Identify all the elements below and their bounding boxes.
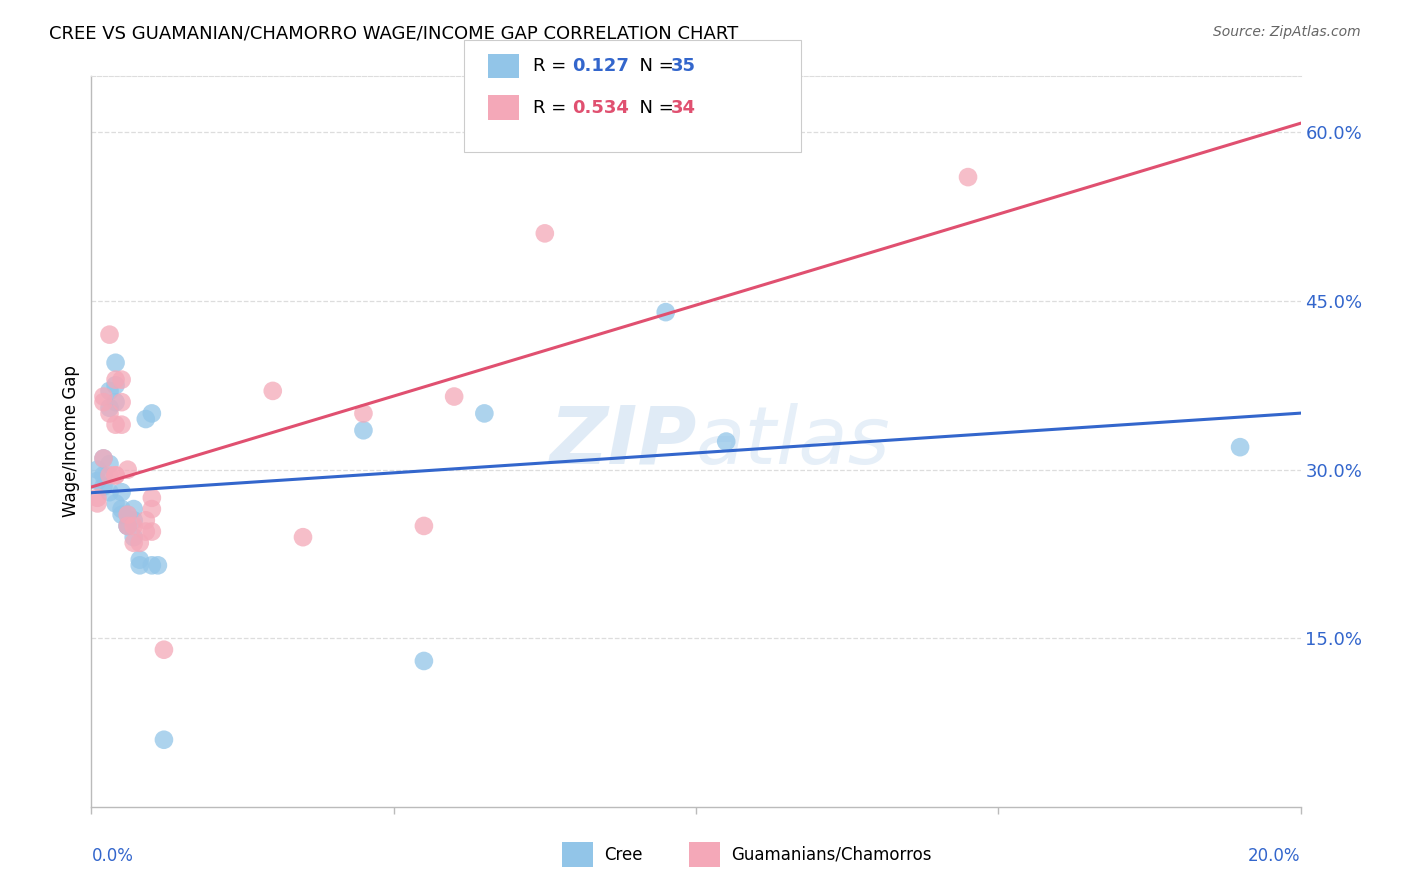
Point bbox=[98, 406, 121, 420]
Point bbox=[111, 485, 132, 500]
Point bbox=[93, 395, 115, 409]
Point bbox=[111, 502, 132, 516]
Text: Cree: Cree bbox=[605, 846, 643, 863]
Point bbox=[352, 423, 374, 437]
Point bbox=[93, 451, 115, 466]
Point bbox=[117, 463, 139, 477]
Point bbox=[104, 468, 127, 483]
Point bbox=[135, 524, 157, 539]
Point bbox=[98, 384, 121, 398]
Point bbox=[413, 654, 436, 668]
Text: R =: R = bbox=[533, 99, 572, 117]
Point bbox=[141, 502, 163, 516]
Point bbox=[122, 502, 145, 516]
Point bbox=[104, 395, 127, 409]
Text: CREE VS GUAMANIAN/CHAMORRO WAGE/INCOME GAP CORRELATION CHART: CREE VS GUAMANIAN/CHAMORRO WAGE/INCOME G… bbox=[49, 25, 738, 43]
Text: Source: ZipAtlas.com: Source: ZipAtlas.com bbox=[1213, 25, 1361, 39]
Text: 0.0%: 0.0% bbox=[91, 847, 134, 865]
Point bbox=[86, 496, 108, 510]
Point bbox=[104, 468, 127, 483]
Point bbox=[86, 463, 108, 477]
Point bbox=[111, 373, 132, 387]
Point bbox=[122, 530, 145, 544]
Text: N =: N = bbox=[628, 99, 681, 117]
Point bbox=[93, 451, 115, 466]
Point bbox=[104, 378, 127, 392]
Text: ZIP: ZIP bbox=[548, 402, 696, 481]
Point bbox=[135, 513, 157, 527]
Point bbox=[956, 170, 979, 185]
Text: 20.0%: 20.0% bbox=[1249, 847, 1301, 865]
Point bbox=[135, 412, 157, 426]
Point bbox=[141, 491, 163, 505]
Point bbox=[111, 395, 132, 409]
Point bbox=[117, 519, 139, 533]
Point bbox=[104, 356, 127, 370]
Point bbox=[122, 519, 145, 533]
Point bbox=[98, 457, 121, 471]
Point bbox=[93, 479, 115, 493]
Point bbox=[98, 401, 121, 415]
Point bbox=[111, 508, 132, 522]
Point bbox=[104, 373, 127, 387]
Point bbox=[93, 390, 115, 404]
Point bbox=[262, 384, 284, 398]
Text: 0.534: 0.534 bbox=[572, 99, 628, 117]
Point bbox=[98, 327, 121, 342]
Point bbox=[122, 536, 145, 550]
Point bbox=[714, 434, 737, 449]
Point bbox=[117, 508, 139, 522]
Point bbox=[472, 406, 495, 420]
Point bbox=[117, 508, 139, 522]
Point bbox=[352, 406, 374, 420]
Point bbox=[98, 485, 121, 500]
Text: atlas: atlas bbox=[696, 402, 891, 481]
Point bbox=[98, 468, 121, 483]
Point bbox=[104, 417, 127, 432]
Text: 35: 35 bbox=[671, 57, 696, 75]
Text: Guamanians/Chamorros: Guamanians/Chamorros bbox=[731, 846, 932, 863]
Point bbox=[104, 496, 127, 510]
Point bbox=[128, 558, 150, 573]
Point bbox=[292, 530, 315, 544]
Point bbox=[153, 732, 176, 747]
Point bbox=[128, 536, 150, 550]
Point bbox=[153, 642, 176, 657]
Point bbox=[111, 417, 132, 432]
Point bbox=[117, 519, 139, 533]
Point bbox=[128, 552, 150, 566]
Text: 34: 34 bbox=[671, 99, 696, 117]
Text: N =: N = bbox=[628, 57, 681, 75]
Y-axis label: Wage/Income Gap: Wage/Income Gap bbox=[62, 366, 80, 517]
Point bbox=[141, 558, 163, 573]
Point bbox=[443, 390, 465, 404]
Point bbox=[146, 558, 169, 573]
Text: 0.127: 0.127 bbox=[572, 57, 628, 75]
Point bbox=[654, 305, 676, 319]
Point bbox=[86, 491, 108, 505]
Point bbox=[141, 524, 163, 539]
Point bbox=[93, 468, 115, 483]
Point bbox=[413, 519, 436, 533]
Point bbox=[86, 474, 108, 488]
Text: R =: R = bbox=[533, 57, 572, 75]
Point bbox=[117, 519, 139, 533]
Point bbox=[122, 513, 145, 527]
Point bbox=[1229, 440, 1251, 454]
Point bbox=[533, 227, 555, 241]
Point bbox=[141, 406, 163, 420]
